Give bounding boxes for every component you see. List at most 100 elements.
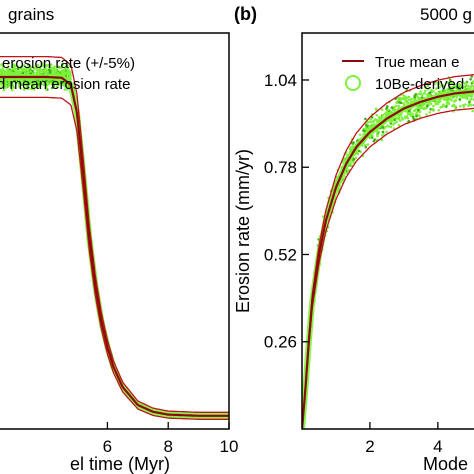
panel-b-derived-point [452, 104, 456, 108]
panel-a-derived-point [62, 72, 66, 76]
panel-a-derived-point [10, 88, 14, 92]
panel-b-derived-point [373, 118, 377, 121]
panel-b-derived-point [451, 85, 455, 89]
panel-b-derived-point [407, 119, 411, 123]
panel-b-derived-point [468, 101, 471, 104]
panel-b-derived-point [375, 133, 379, 136]
panel-b-derived-point [435, 87, 438, 90]
panel-b-derived-point [425, 113, 428, 116]
panel-b-derived-point [424, 107, 428, 110]
panel-b-derived-point [412, 109, 416, 112]
panel-a-derived-point [39, 82, 43, 86]
panel-b-derived-point [406, 116, 410, 120]
panel-a-derived-point [48, 68, 51, 71]
panel-a-derived-point [2, 88, 6, 92]
panel-a-derived-point [16, 67, 20, 71]
panel-a-derived-point [47, 82, 51, 85]
panel-a-derived-point [50, 81, 53, 85]
panel-b-derived-point [455, 86, 459, 89]
panel-a-derived-point [3, 84, 7, 87]
panel-a-derived-point [1, 65, 5, 68]
panel-b-derived-point [398, 101, 401, 104]
panel-b-legend-entry-1: True mean e [375, 54, 460, 71]
panel-a-derived-point [68, 75, 71, 78]
panel-a-derived-point [0, 63, 3, 66]
panel-a-derived-point [9, 70, 12, 74]
panel-a-derived-point [27, 63, 30, 66]
panel-b-derived-point [426, 84, 430, 87]
panel-a-derived-point [5, 82, 8, 85]
panel-b-derived-point [383, 112, 387, 116]
panel-b-derived-point [389, 120, 392, 124]
panel-a-derived-point [49, 63, 53, 66]
panel-b-derived-point [470, 103, 473, 107]
panel-b-derived-point [434, 92, 437, 95]
panel-a-derived-point [65, 67, 69, 70]
panel-a-derived-point [12, 63, 16, 66]
panel-a-derived-point [63, 68, 66, 72]
left-title-fragment: grains [8, 5, 54, 24]
panel-b-derived-point [371, 120, 375, 123]
panel-a-derived-point [66, 87, 69, 91]
panel-a-derived-point [6, 71, 10, 75]
panel-b-derived-point [354, 156, 358, 160]
panel-b-derived-point [446, 81, 450, 84]
panel-a-derived-point [50, 86, 54, 90]
panel-a-legend-entry-2: d mean erosion rate [0, 76, 130, 93]
panel-b-derived-point [449, 97, 452, 101]
panel-b-derived-point [364, 145, 368, 149]
panel-b-derived-point [469, 86, 473, 89]
panel-a-upper-band-line [0, 55, 229, 413]
panel-b-derived-point [454, 98, 457, 102]
panel-b-derived-point [442, 84, 445, 87]
panel-a-derived-point [53, 65, 56, 68]
panel-b-derived-point [429, 107, 433, 111]
panel-b-series-layer [302, 74, 474, 429]
panel-a-derived-point [61, 83, 64, 86]
panel-b-derived-point [458, 97, 462, 101]
panel-b-derived-point [403, 116, 407, 120]
panel-b-derived-point [397, 117, 401, 121]
panel-a-derived-point [59, 66, 63, 70]
panel-b-derived-point [405, 96, 409, 100]
panel-a-derived-point [44, 83, 47, 86]
panel-b-derived-point [468, 103, 471, 106]
panel-a-derived-point [3, 70, 6, 74]
panel-a-derived-point [53, 81, 56, 84]
panel-b-derived-point [397, 123, 401, 127]
panel-b-derived-point [368, 136, 372, 140]
panel-a-derived-point [1, 83, 5, 87]
panel-b-derived-point [442, 88, 445, 92]
panel-b-derived-point [385, 130, 388, 134]
panel-a-derived-point [39, 69, 42, 72]
panel-a-x-tick-label: 6 [103, 437, 112, 456]
panel-b-derived-point [380, 138, 384, 142]
panel-b-derived-point [448, 87, 452, 91]
panel-b-derived-point [470, 75, 474, 78]
panel-b-derived-point [356, 152, 360, 156]
panel-b-derived-point [393, 105, 396, 109]
panel-b-derived-point [401, 118, 405, 121]
panel-b-true-mean-line [302, 90, 474, 429]
panel-b-derived-point [440, 84, 443, 87]
panel-b-derived-point [365, 124, 368, 127]
panel-a-derived-point [32, 88, 36, 91]
panel-a-derived-point [65, 63, 68, 67]
panel-a-derived-point [26, 67, 30, 70]
panel-a-derived-point [44, 87, 48, 91]
panel-a-series-layer [0, 55, 229, 420]
panel-b-derived-point [407, 95, 411, 99]
panel-b-derived-point [432, 89, 435, 93]
panel-b-derived-point [436, 82, 440, 85]
panel-b-derived-point [352, 141, 355, 144]
panel-b-y-tick-label: 0.26 [264, 333, 297, 352]
panel-a-derived-point [48, 65, 51, 69]
panel-a-derived-point [30, 66, 33, 69]
panel-b-derived-point [358, 133, 362, 137]
panel-a-derived-point [35, 68, 38, 71]
panel-a-derived-point [36, 81, 39, 84]
panel-b-derived-point [425, 104, 429, 107]
panel-a-derived-point [66, 69, 69, 73]
panel-b-derived-point [369, 118, 372, 121]
panel-a-x-ticks: 6 8 10 [103, 422, 238, 456]
